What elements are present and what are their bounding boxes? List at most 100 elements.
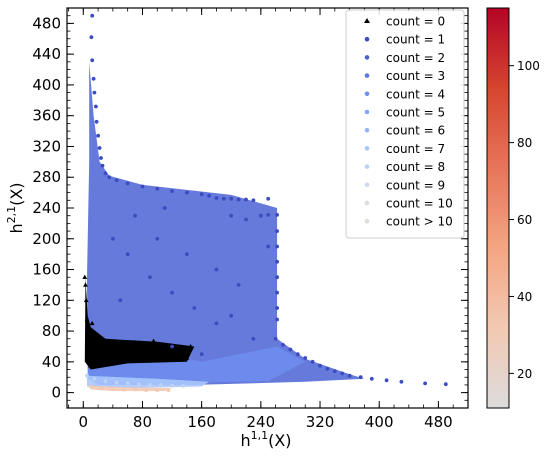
data-point	[275, 213, 279, 217]
data-point	[229, 213, 234, 218]
legend-label: count = 1	[386, 33, 445, 47]
data-point	[214, 321, 219, 326]
x-axis-title: h1,1(X)	[240, 429, 291, 450]
data-point	[99, 386, 104, 390]
data-point	[91, 332, 97, 337]
legend-marker	[364, 200, 370, 206]
data-point	[275, 259, 279, 264]
x-tick-label: 0	[79, 413, 89, 431]
data-point	[122, 387, 126, 392]
legend-marker	[364, 164, 370, 169]
data-point	[275, 244, 279, 249]
x-axis-title-sup: 1,1	[251, 429, 269, 442]
x-tick-label: 480	[424, 413, 453, 431]
colorbar-bar	[486, 7, 510, 409]
legend-item: count = 0	[364, 15, 445, 29]
data-point	[266, 244, 271, 249]
data-point	[318, 363, 322, 368]
legend-item: count > 10	[364, 215, 453, 229]
data-point	[136, 382, 141, 387]
data-point	[275, 317, 279, 322]
legend-label: count = 7	[386, 142, 445, 156]
data-point	[443, 382, 448, 387]
data-point	[103, 171, 108, 176]
data-point	[86, 351, 92, 356]
data-point	[199, 192, 204, 197]
data-point	[288, 347, 293, 352]
data-point	[159, 383, 163, 387]
data-point	[423, 381, 427, 386]
y-tick-label: 120	[32, 291, 61, 309]
legend-marker	[364, 109, 370, 115]
data-point	[266, 196, 271, 201]
data-point	[251, 198, 256, 203]
data-point	[199, 352, 204, 357]
data-point	[125, 181, 130, 186]
data-point	[295, 352, 300, 357]
data-point	[90, 13, 95, 18]
legend-item: count = 4	[364, 87, 445, 101]
y-tick-label: 320	[32, 137, 61, 155]
y-axis-title-base: h	[7, 223, 26, 233]
data-point	[111, 236, 115, 241]
data-point	[251, 336, 256, 341]
data-point	[155, 388, 160, 393]
x-tick-label: 400	[365, 413, 394, 431]
legend-item: count = 8	[364, 160, 445, 174]
data-point	[97, 146, 102, 150]
data-point	[170, 290, 175, 295]
data-point	[166, 388, 171, 393]
data-point	[100, 163, 105, 168]
data-point	[185, 252, 189, 257]
data-point	[103, 379, 108, 383]
data-point	[90, 58, 95, 63]
data-point	[185, 190, 189, 195]
data-point	[114, 380, 119, 385]
legend-box	[345, 9, 465, 239]
data-point	[340, 371, 345, 376]
legend-item: count = 10	[364, 197, 453, 211]
data-point	[177, 353, 182, 358]
y-tick-label: 480	[32, 14, 61, 32]
legend-item: count = 1	[364, 33, 445, 47]
legend-item: count = 7	[364, 142, 445, 156]
legend-marker	[364, 73, 370, 78]
data-point	[92, 376, 97, 381]
data-point	[303, 356, 308, 360]
data-point	[155, 236, 160, 241]
data-point	[133, 213, 138, 218]
data-point	[125, 340, 131, 346]
data-point	[244, 197, 248, 202]
y-tick-label: 160	[32, 261, 61, 279]
y-tick-label: 0	[51, 384, 61, 402]
legend-marker	[364, 18, 370, 23]
x-axis-title-suffix: (X)	[268, 431, 291, 450]
data-point	[140, 184, 145, 189]
legend-marker	[364, 218, 370, 224]
data-point	[369, 376, 374, 381]
y-tick-label: 200	[32, 230, 61, 248]
data-point	[170, 383, 175, 388]
data-point	[86, 343, 91, 349]
colorbar: 20 40 60 80 100	[486, 7, 540, 409]
data-point	[162, 350, 168, 355]
data-point	[281, 343, 285, 347]
data-point	[214, 267, 219, 272]
data-point	[94, 119, 99, 124]
legend-marker	[364, 146, 370, 151]
data-point	[132, 355, 138, 360]
x-tick-label: 240	[247, 413, 276, 431]
y-axis-ticks: 0 40 80 120 160 200 240 280 320 360 400 440 480	[32, 7, 468, 409]
y-tick-label: 360	[32, 107, 61, 125]
data-point	[83, 282, 88, 287]
data-point	[87, 359, 93, 364]
data-point	[88, 384, 93, 389]
legend-label: count = 8	[386, 160, 445, 174]
y-tick-label: 80	[42, 322, 61, 340]
data-point	[89, 35, 94, 40]
legend-item: count = 2	[364, 51, 445, 65]
legend-label: count = 3	[386, 69, 445, 83]
legend-marker	[364, 55, 370, 60]
data-point	[158, 342, 164, 347]
data-point	[96, 133, 100, 138]
